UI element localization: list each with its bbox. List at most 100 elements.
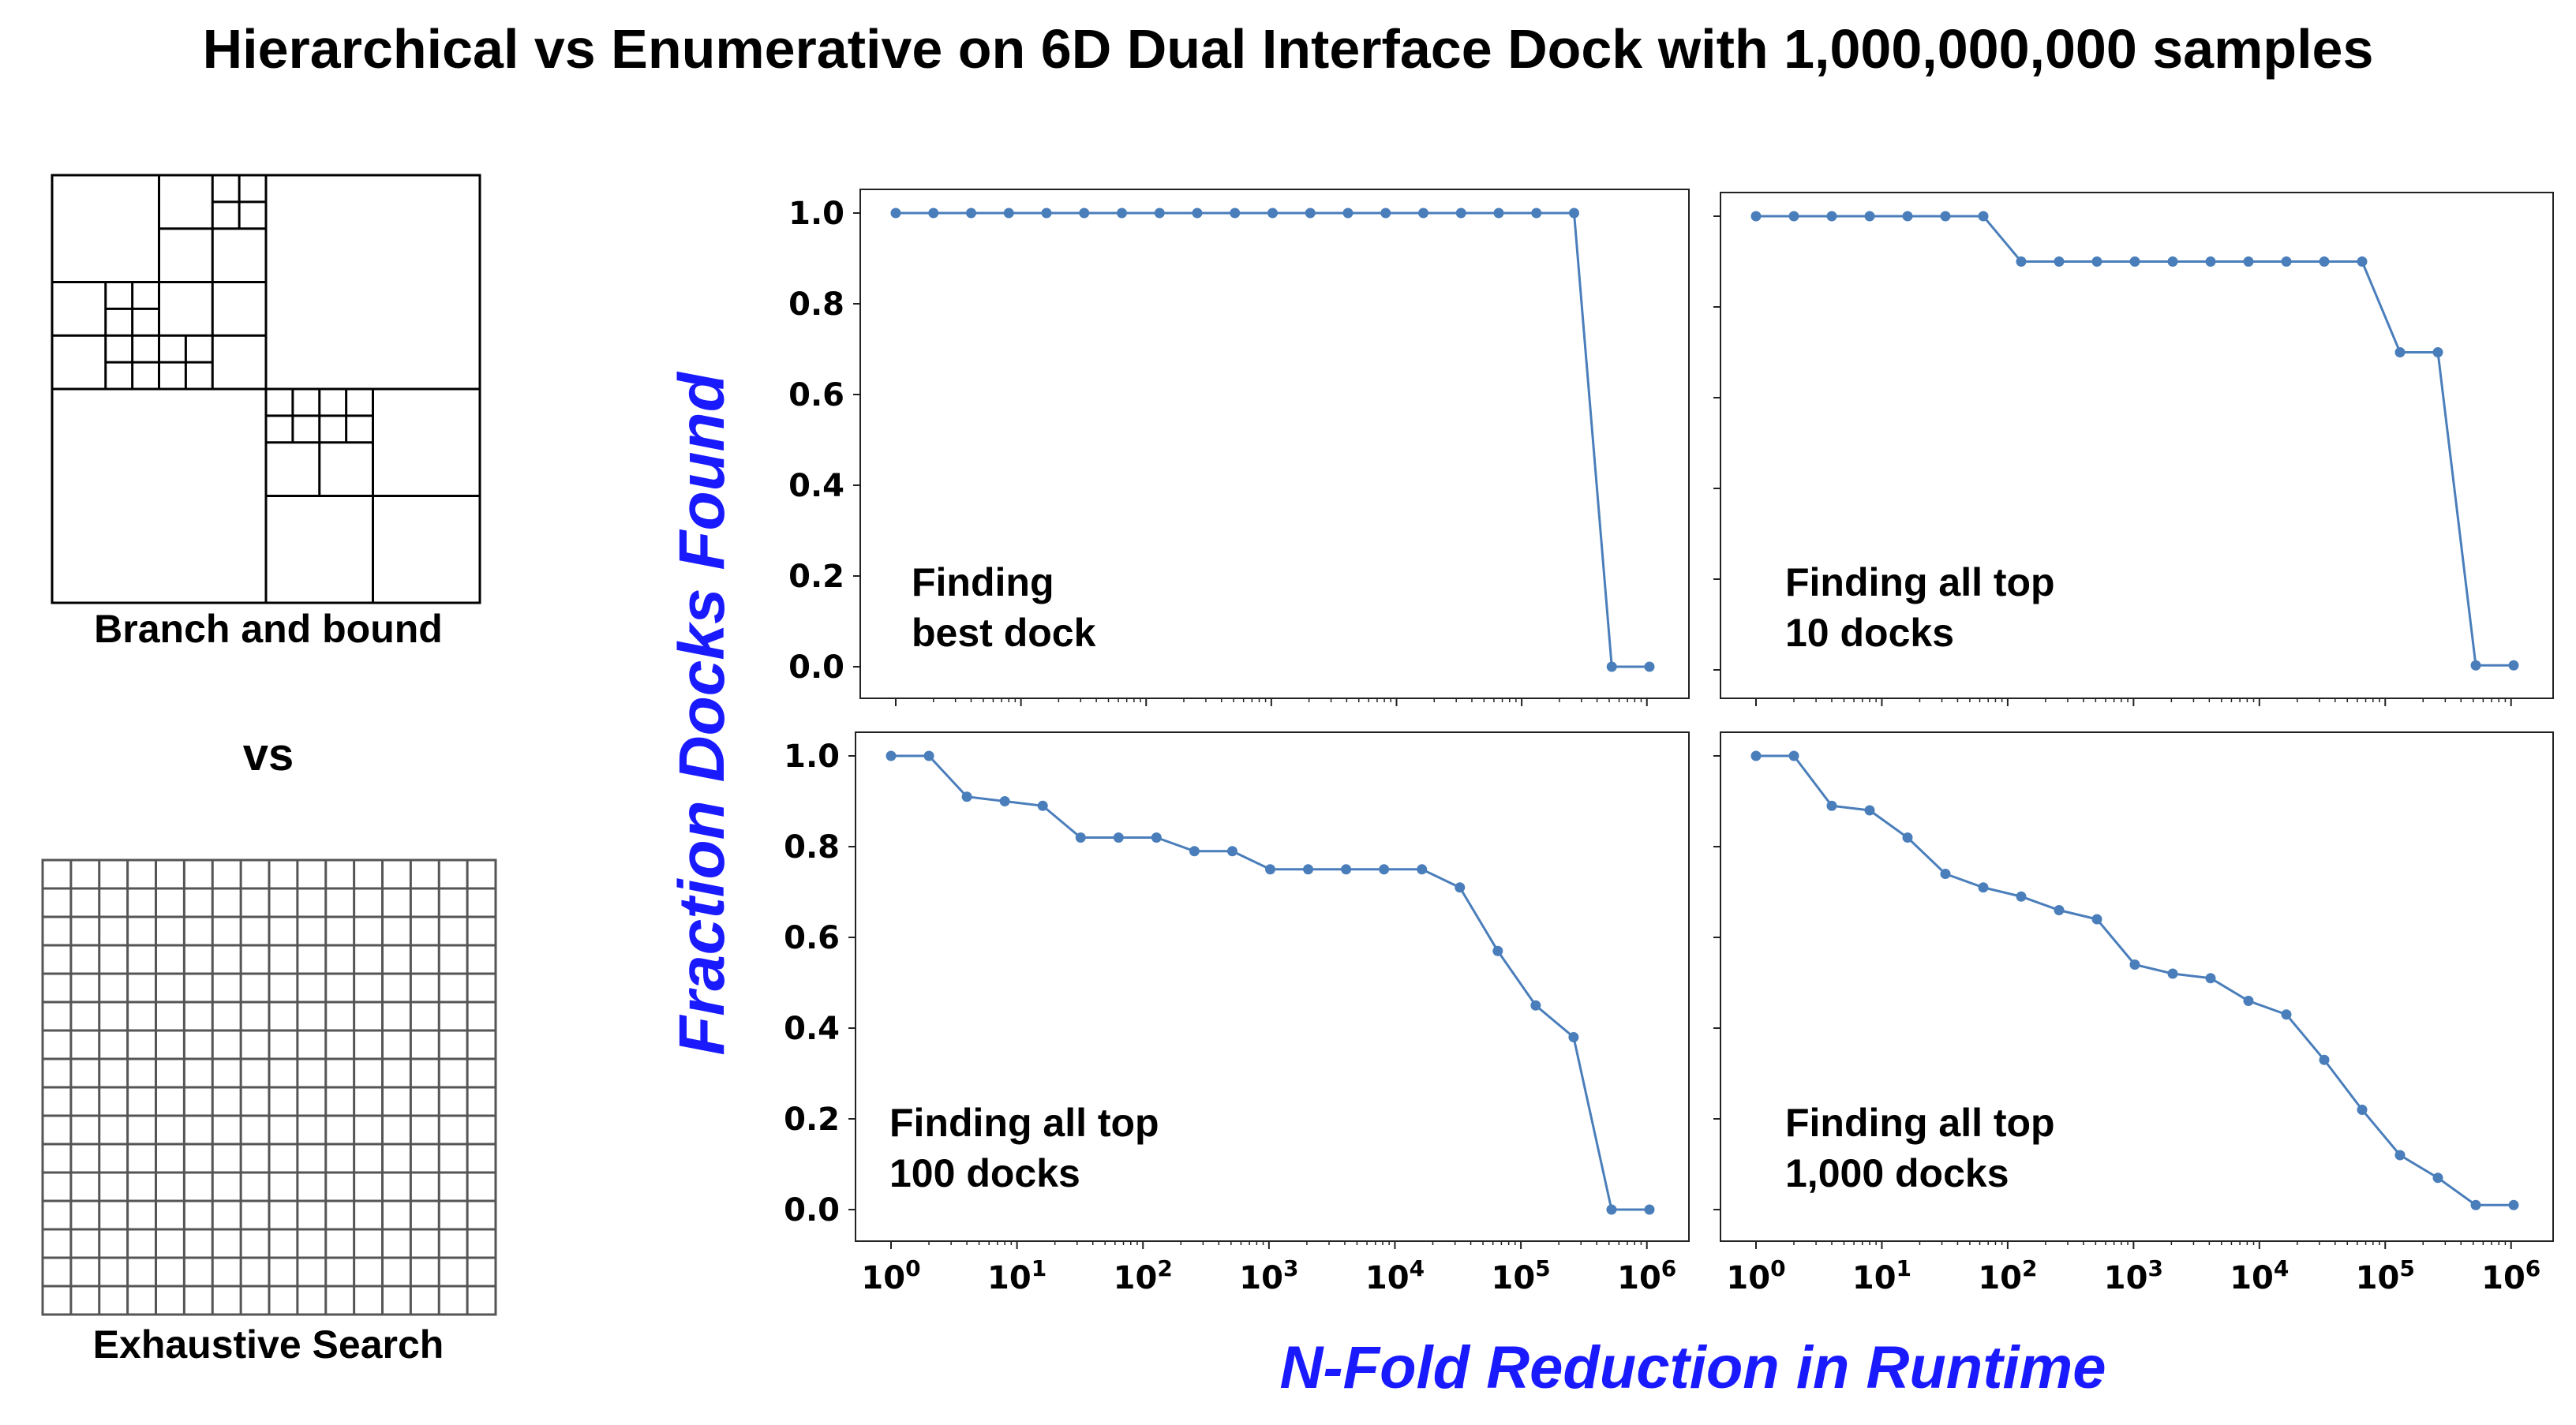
y-tick-label: 0.6 <box>788 377 844 413</box>
data-point <box>928 208 939 219</box>
data-point <box>1230 208 1241 219</box>
data-point <box>1568 1032 1579 1042</box>
data-point <box>1644 1204 1655 1215</box>
data-point <box>1267 208 1278 219</box>
plot-frame <box>1720 731 2554 1242</box>
y-tick-label: 0.8 <box>788 286 844 323</box>
data-point <box>1418 208 1428 219</box>
data-point <box>2205 256 2216 267</box>
plot-frame <box>1720 192 2554 699</box>
chart-panel-4: 100 101 102 103 104 105 106 Finding all top 1,00… <box>1713 731 2554 1296</box>
x-tick-label: 100 <box>1726 1255 1785 1296</box>
panel-annotation: Finding <box>912 560 1054 604</box>
x-tick-label: 103 <box>1239 1255 1298 1296</box>
data-point <box>2470 1199 2481 1210</box>
data-point <box>2091 256 2102 267</box>
data-point <box>923 750 934 761</box>
data-point <box>1265 864 1275 875</box>
data-point <box>2470 660 2481 671</box>
data-point <box>1455 208 1466 219</box>
plot-frame <box>855 731 1690 1242</box>
y-tick-label: 0.4 <box>784 1011 840 1047</box>
data-point <box>1978 882 1989 893</box>
panel-annotation: 100 docks <box>889 1151 1080 1195</box>
x-tick-label: 102 <box>1114 1255 1173 1296</box>
data-point <box>2167 256 2178 267</box>
data-point <box>1417 864 1428 875</box>
chart-panel-3: 0.0 0.2 0.4 0.6 0.8 1.0 100 101 102 103 104 105 106 F… <box>784 731 1690 1296</box>
y-axis-label: Fraction Docks Found <box>666 372 738 1056</box>
data-point <box>2054 905 2065 915</box>
data-point <box>1826 211 1837 222</box>
data-point <box>966 208 976 219</box>
panel-annotation: 10 docks <box>1785 611 1954 655</box>
data-point <box>2319 256 2330 267</box>
data-point <box>1380 208 1391 219</box>
data-point <box>1606 661 1617 672</box>
y-tick-label: 1.0 <box>784 739 840 775</box>
data-point <box>1305 208 1316 219</box>
data-point <box>2357 1105 2368 1115</box>
data-point <box>1492 945 1503 956</box>
data-point <box>1113 832 1124 843</box>
data-point <box>2394 1150 2406 1161</box>
data-point <box>1037 800 1048 811</box>
data-point <box>890 208 901 219</box>
x-tick-label: 104 <box>1365 1255 1425 1296</box>
plot-frame <box>859 189 1690 699</box>
data-point <box>2016 891 2027 902</box>
data-point <box>1117 208 1127 219</box>
data-point <box>961 791 972 802</box>
panel-annotation: best dock <box>912 611 1096 655</box>
data-point <box>2243 256 2254 267</box>
data-point <box>2129 256 2140 267</box>
data-point <box>1940 869 1951 879</box>
y-tick-label: 0.4 <box>788 468 844 504</box>
data-point <box>1606 1204 1617 1215</box>
data-point <box>1902 832 1913 843</box>
branch-and-bound-diagram <box>51 174 481 604</box>
x-tick-label: 101 <box>987 1255 1046 1296</box>
y-tick-label: 0.6 <box>784 920 840 956</box>
data-point <box>2508 660 2519 671</box>
data-point <box>1154 208 1165 219</box>
x-tick-label: 103 <box>2104 1255 2163 1296</box>
data-point <box>1750 750 1762 761</box>
page-title: Hierarchical vs Enumerative on 6D Dual I… <box>202 18 2374 80</box>
exhaustive-grid-diagram <box>41 858 497 1316</box>
x-tick-label: 101 <box>1852 1255 1911 1296</box>
data-point <box>999 796 1010 806</box>
data-point <box>1940 211 1951 222</box>
y-tick-label: 1.0 <box>788 196 844 232</box>
data-point <box>1151 832 1162 843</box>
data-point <box>1003 208 1014 219</box>
data-point <box>1788 211 1799 222</box>
data-point <box>1864 211 1875 222</box>
data-point <box>1531 208 1542 219</box>
data-point <box>2016 256 2027 267</box>
data-point <box>2508 1199 2519 1210</box>
data-point <box>2281 1009 2292 1020</box>
data-point <box>1902 211 1913 222</box>
branch-and-bound-label: Branch and bound <box>94 607 443 651</box>
data-point <box>1379 864 1390 875</box>
y-tick-label: 0.0 <box>784 1192 840 1229</box>
data-point <box>1455 882 1466 893</box>
data-point <box>1644 661 1655 672</box>
x-tick-label: 104 <box>2230 1255 2289 1296</box>
x-tick-label: 106 <box>2481 1255 2540 1296</box>
data-point <box>2357 256 2368 267</box>
data-point <box>2054 256 2065 267</box>
data-point <box>2167 968 2178 979</box>
data-point <box>2281 256 2292 267</box>
y-tick-label: 0.2 <box>788 559 844 595</box>
y-tick-label: 0.2 <box>784 1101 840 1138</box>
data-point <box>1864 805 1875 816</box>
y-tick-label: 0.0 <box>788 649 844 686</box>
data-point <box>1342 208 1354 219</box>
x-tick-label: 100 <box>861 1255 920 1296</box>
data-point <box>2205 973 2216 984</box>
data-point <box>2432 347 2443 357</box>
panel-annotation: 1,000 docks <box>1785 1151 2009 1195</box>
data-point <box>2394 347 2406 357</box>
